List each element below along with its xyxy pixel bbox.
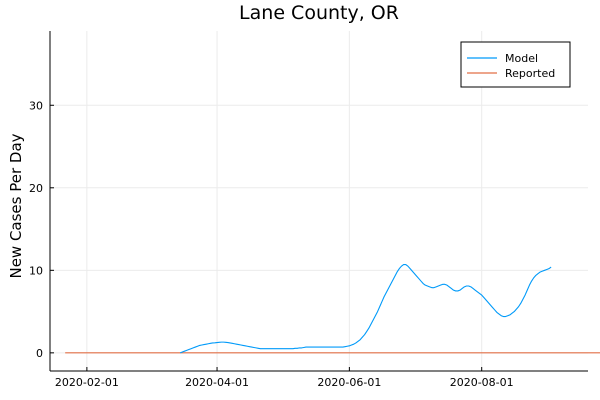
legend: Model Reported: [460, 41, 571, 88]
y-tick-label: 30: [29, 99, 43, 112]
y-tick-label: 20: [29, 182, 43, 195]
chart-title: Lane County, OR: [239, 2, 399, 24]
y-tick-label: 0: [36, 347, 43, 360]
x-tick-label: 2020-02-01: [55, 376, 119, 389]
tick-labels: 2020-02-01 2020-04-01 2020-06-01 2020-08-01…: [29, 99, 514, 389]
y-tick-label: 10: [29, 264, 43, 277]
series-layer: [65, 263, 600, 354]
x-tick-label: 2020-08-01: [450, 376, 514, 389]
axes: [49, 31, 588, 372]
series-line-model: [179, 263, 552, 354]
legend-label-reported: Reported: [505, 67, 555, 80]
legend-label-model: Model: [505, 52, 538, 65]
x-tick-label: 2020-06-01: [317, 376, 381, 389]
x-tick-label: 2020-04-01: [185, 376, 249, 389]
y-axis-title: New Cases Per Day: [7, 133, 25, 278]
legend-box: [460, 41, 571, 88]
